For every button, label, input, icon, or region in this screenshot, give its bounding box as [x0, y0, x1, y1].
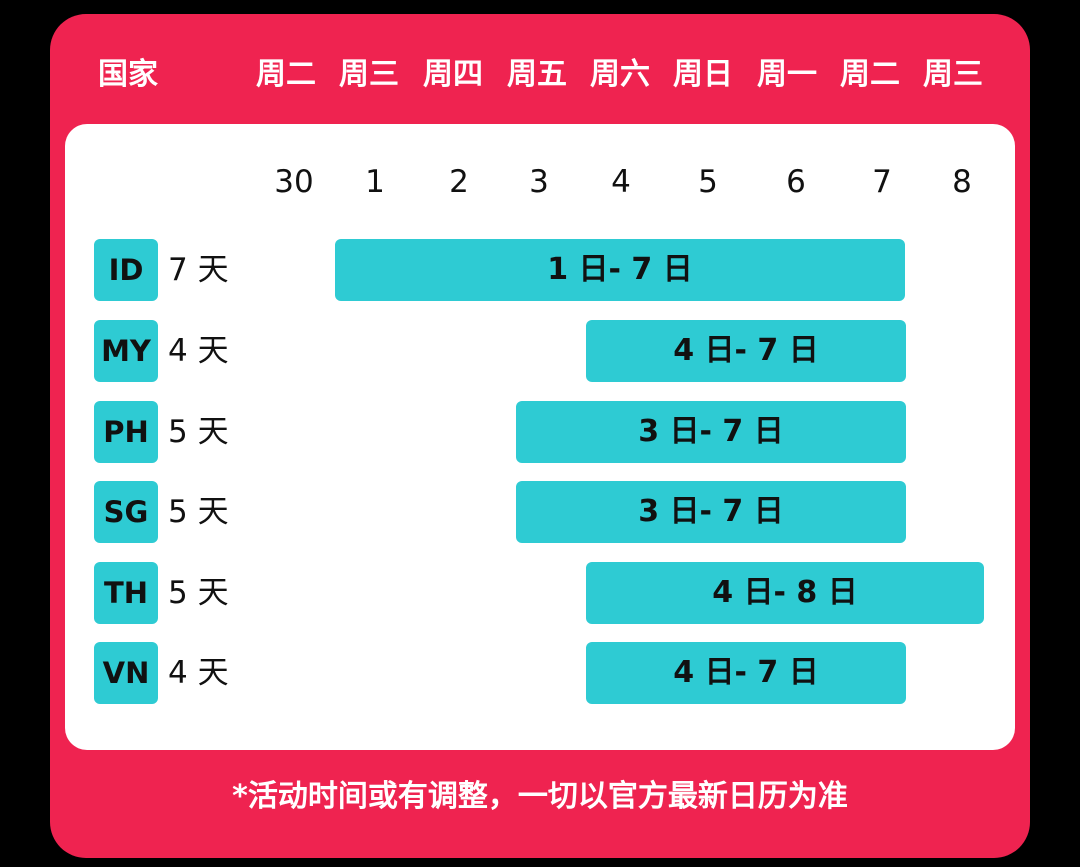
date: 6 — [786, 164, 806, 200]
country-code: ID — [94, 239, 158, 301]
duration: 4 天 — [168, 333, 229, 369]
duration: 5 天 — [168, 414, 229, 450]
date: 7 — [872, 164, 892, 200]
weekday: 周一 — [757, 57, 817, 92]
footnote: *活动时间或有调整，一切以官方最新日历为准 — [232, 779, 848, 814]
weekday: 周六 — [590, 57, 650, 92]
date: 4 — [611, 164, 631, 200]
date: 2 — [449, 164, 469, 200]
country-code: PH — [94, 401, 158, 463]
duration: 7 天 — [168, 252, 229, 288]
country-code: SG — [94, 481, 158, 543]
duration: 5 天 — [168, 575, 229, 611]
weekday: 周三 — [339, 57, 399, 92]
weekday: 周二 — [840, 57, 900, 92]
weekday: 周二 — [256, 57, 316, 92]
period-bar: 4 日- 7 日 — [586, 642, 906, 704]
date: 1 — [365, 164, 385, 200]
date: 8 — [952, 164, 972, 200]
date: 30 — [274, 164, 314, 200]
weekday: 周五 — [507, 57, 567, 92]
country-code: VN — [94, 642, 158, 704]
country-header: 国家 — [98, 57, 158, 92]
period-bar: 3 日- 7 日 — [516, 481, 906, 543]
weekday: 周日 — [673, 57, 733, 92]
duration: 5 天 — [168, 494, 229, 530]
date: 3 — [529, 164, 549, 200]
period-bar: 4 日- 8 日 — [586, 562, 984, 624]
duration: 4 天 — [168, 655, 229, 691]
country-code: MY — [94, 320, 158, 382]
weekday: 周三 — [923, 57, 983, 92]
date: 5 — [698, 164, 718, 200]
period-bar: 4 日- 7 日 — [586, 320, 906, 382]
country-code: TH — [94, 562, 158, 624]
period-bar: 1 日- 7 日 — [335, 239, 905, 301]
period-bar: 3 日- 7 日 — [516, 401, 906, 463]
weekday: 周四 — [423, 57, 483, 92]
